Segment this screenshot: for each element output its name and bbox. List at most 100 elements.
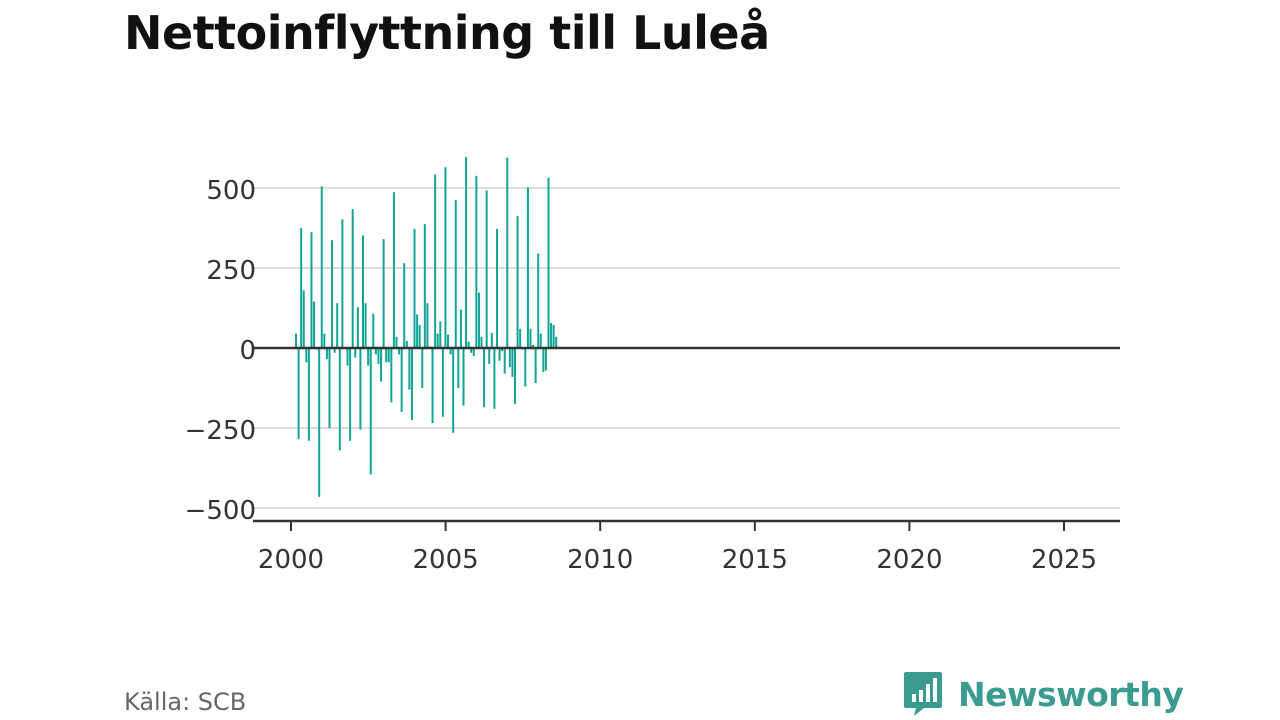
bar xyxy=(307,348,310,441)
chart-title: Nettoinflyttning till Luleå xyxy=(124,6,770,60)
bar xyxy=(416,314,419,348)
bar xyxy=(336,303,339,348)
bar xyxy=(323,333,326,348)
bar xyxy=(385,348,388,363)
y-tick-label: 0 xyxy=(239,336,256,366)
bar xyxy=(349,348,352,441)
bar xyxy=(519,328,522,348)
bar xyxy=(465,156,468,348)
x-axis: 2000 2005 2010 2015 2020 2025 xyxy=(253,519,1120,575)
bar xyxy=(310,232,313,348)
bar xyxy=(372,313,375,348)
bar xyxy=(374,348,377,355)
bars xyxy=(253,156,1120,497)
bar xyxy=(488,348,491,364)
bar xyxy=(356,307,359,348)
bar xyxy=(493,348,496,409)
y-tick-label: 500 xyxy=(206,176,256,206)
bar xyxy=(472,348,475,356)
bar xyxy=(295,333,298,348)
bar xyxy=(511,348,514,377)
bar xyxy=(390,348,393,403)
brand-name: Newsworthy xyxy=(958,674,1184,714)
x-tick-label: 2025 xyxy=(1031,545,1097,575)
x-tick-label: 2000 xyxy=(258,545,324,575)
bar xyxy=(331,240,334,348)
bar xyxy=(506,157,509,348)
bar xyxy=(514,348,517,404)
bar xyxy=(490,332,493,348)
bar xyxy=(534,348,537,384)
bar xyxy=(457,348,460,388)
bar xyxy=(529,328,532,348)
bar xyxy=(498,348,501,361)
bar xyxy=(444,167,447,348)
bar xyxy=(392,192,395,348)
bar xyxy=(555,336,558,348)
bar xyxy=(367,348,370,366)
y-tick-label: 250 xyxy=(206,256,256,286)
bar xyxy=(305,348,308,363)
bar xyxy=(354,348,357,358)
bar xyxy=(441,348,444,417)
bar xyxy=(351,209,354,348)
x-tick-label: 2020 xyxy=(876,545,942,575)
bar xyxy=(346,348,349,366)
bar xyxy=(338,348,341,451)
bar xyxy=(547,177,550,348)
bar xyxy=(436,333,439,348)
y-tick-label: −250 xyxy=(185,416,256,446)
y-axis-ticks: 500 250 0 −250 −500 xyxy=(185,176,256,526)
bar xyxy=(431,348,434,424)
bar xyxy=(361,235,364,348)
bar xyxy=(452,348,455,433)
x-tick-label: 2005 xyxy=(413,545,479,575)
bar xyxy=(398,348,401,355)
bar xyxy=(524,348,527,387)
bar xyxy=(480,336,483,348)
bar xyxy=(508,348,511,368)
bar xyxy=(483,348,486,408)
bar xyxy=(552,324,555,348)
bar xyxy=(477,292,480,348)
bar xyxy=(495,228,498,348)
bar xyxy=(341,219,344,348)
bar xyxy=(395,336,398,348)
bar xyxy=(475,175,478,348)
brand-logo[interactable]: Newsworthy xyxy=(902,670,1184,718)
bar xyxy=(328,348,331,428)
bar xyxy=(532,344,535,348)
bar xyxy=(434,174,437,348)
bar xyxy=(501,348,504,352)
bar xyxy=(364,303,367,348)
bar xyxy=(408,348,411,390)
x-tick-label: 2010 xyxy=(567,545,633,575)
bar xyxy=(318,348,321,497)
bar xyxy=(320,186,323,348)
bar xyxy=(421,348,424,388)
bar xyxy=(300,228,303,348)
x-tick-label: 2015 xyxy=(722,545,788,575)
bar xyxy=(302,290,305,348)
bar xyxy=(369,348,372,475)
bar xyxy=(454,199,457,348)
bar xyxy=(380,348,383,382)
bar xyxy=(297,348,300,440)
bar xyxy=(526,187,529,348)
bar xyxy=(333,348,336,353)
y-tick-label: −500 xyxy=(185,496,256,526)
bar xyxy=(542,348,545,372)
bar xyxy=(550,323,553,348)
bar xyxy=(405,340,408,348)
source-note: Källa: SCB xyxy=(124,688,247,716)
bar xyxy=(418,324,421,348)
bar xyxy=(410,348,413,420)
bar xyxy=(413,228,416,348)
bar xyxy=(539,333,542,348)
gridlines xyxy=(253,187,1120,509)
bar xyxy=(503,348,506,374)
bar xyxy=(447,334,450,348)
bar xyxy=(423,224,426,348)
bar xyxy=(325,348,328,360)
